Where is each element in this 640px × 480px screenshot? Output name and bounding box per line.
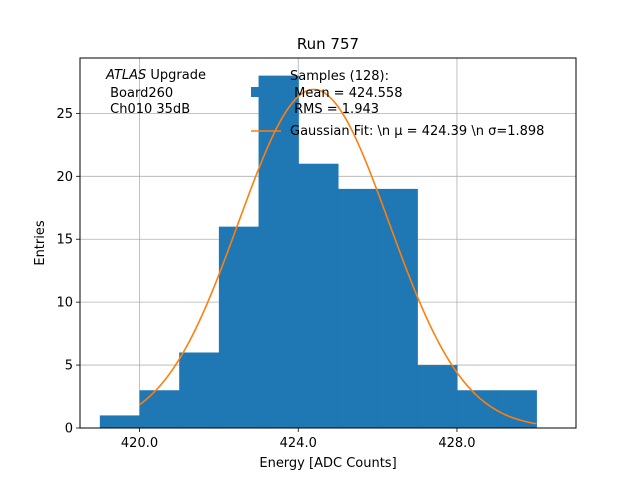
- legend-samples-swatch: [251, 87, 259, 97]
- x-tick-label: 420.0: [121, 436, 158, 451]
- annotation-line-1: ATLAS Upgrade: [105, 68, 206, 83]
- histogram-bar: [337, 188, 379, 428]
- y-tick-label: 25: [56, 107, 73, 122]
- gaussian-fit: [139, 88, 537, 425]
- histogram-bar: [179, 352, 220, 428]
- y-tick-label: 20: [56, 170, 73, 185]
- histogram-bar: [298, 163, 339, 428]
- y-tick-label: 10: [56, 296, 73, 311]
- gaussian-fit-line: [139, 88, 537, 425]
- y-tick-label: 5: [65, 359, 73, 374]
- legend-samples-line-3: RMS = 1.943: [290, 102, 379, 117]
- y-tick-label: 15: [56, 233, 73, 248]
- histogram-bar: [417, 365, 458, 428]
- y-axis-label: Entries: [33, 220, 48, 266]
- upgrade-label: Upgrade: [146, 68, 206, 83]
- histogram-bar: [496, 390, 537, 428]
- legend-samples-line-2: Mean = 424.558: [290, 86, 402, 101]
- atlas-label: ATLAS: [105, 68, 146, 83]
- histogram-bar: [377, 188, 418, 428]
- x-tick-label: 428.0: [438, 436, 475, 451]
- axis-ticks: 420.0 424.0 428.0 0 5 10 15 20 25: [56, 107, 475, 451]
- annotation-line-2: Board260: [106, 86, 173, 101]
- y-tick-label: 0: [65, 422, 73, 437]
- x-axis-label: Energy [ADC Counts]: [259, 456, 396, 471]
- annotation-line-3: Ch010 35dB: [106, 102, 190, 117]
- histogram-bar: [218, 226, 260, 428]
- atlas-annotation: ATLAS Upgrade Board260 Ch010 35dB: [105, 68, 206, 117]
- legend-fit-label: Gaussian Fit: \n μ = 424.39 \n σ=1.898: [290, 124, 544, 139]
- legend: Samples (128): Mean = 424.558 RMS = 1.94…: [251, 69, 544, 139]
- chart-title: Run 757: [297, 35, 359, 53]
- x-tick-label: 424.0: [280, 436, 317, 451]
- histogram-bar: [258, 75, 299, 428]
- histogram-bar: [139, 390, 180, 428]
- legend-samples-line-1: Samples (128):: [290, 69, 389, 84]
- histogram-bar: [99, 415, 141, 428]
- plot-frame: [79, 57, 577, 429]
